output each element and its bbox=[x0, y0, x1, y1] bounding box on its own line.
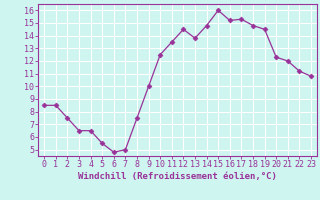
X-axis label: Windchill (Refroidissement éolien,°C): Windchill (Refroidissement éolien,°C) bbox=[78, 172, 277, 181]
